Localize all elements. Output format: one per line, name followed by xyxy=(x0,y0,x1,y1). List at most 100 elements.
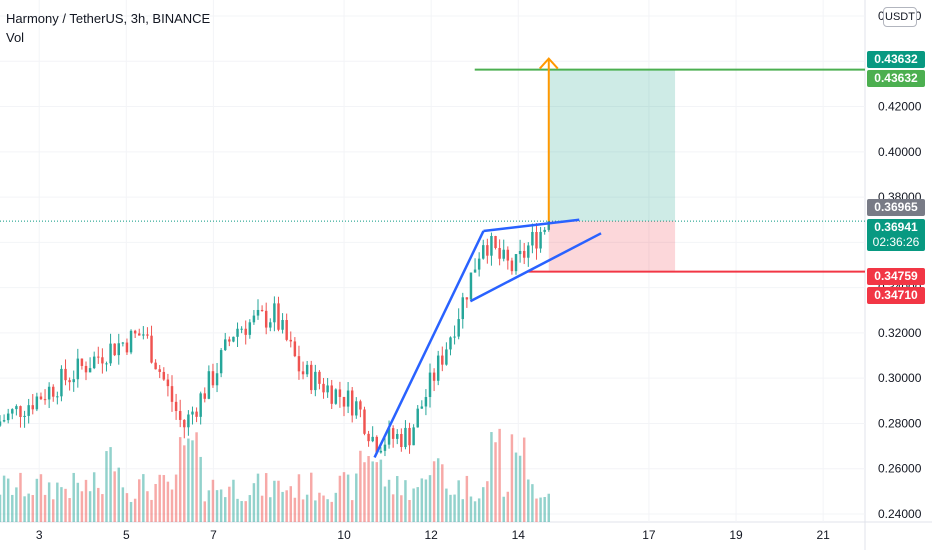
volume-bar xyxy=(195,432,198,522)
volume-bar xyxy=(19,472,22,522)
volume-bar xyxy=(178,437,182,522)
candle-body xyxy=(408,427,411,446)
trendline-lower xyxy=(469,232,602,303)
candle-body xyxy=(92,356,96,369)
candle-body xyxy=(404,427,407,448)
candle-body xyxy=(281,319,284,330)
candle-body xyxy=(416,408,419,428)
volume-bar xyxy=(43,494,47,522)
candle-body xyxy=(424,397,428,407)
candle-body xyxy=(178,411,182,420)
candle-body xyxy=(39,396,43,400)
volume-bar xyxy=(203,501,206,522)
volume-bar xyxy=(498,428,501,522)
candle-body xyxy=(322,383,325,393)
volume-bar xyxy=(322,495,325,522)
candle-body xyxy=(158,369,161,372)
candle-body xyxy=(101,357,104,364)
candle-body xyxy=(289,339,292,342)
time-tick-label: 17 xyxy=(642,528,656,542)
candle-body xyxy=(441,355,444,365)
volume-bar xyxy=(27,493,30,522)
candle-body xyxy=(129,330,133,353)
volume-bar xyxy=(371,461,374,522)
candle-body xyxy=(330,385,333,404)
candle-body xyxy=(207,371,211,399)
volume-bar xyxy=(142,474,145,522)
candle-body xyxy=(260,309,264,311)
candle-body xyxy=(363,409,366,434)
candle-body xyxy=(420,406,424,409)
time-axis: 3 5 7 10 12 14 17 19 21 xyxy=(36,528,830,542)
volume-bar xyxy=(527,479,530,522)
candle-body xyxy=(191,411,194,415)
candle-body xyxy=(248,322,252,335)
volume-bar xyxy=(113,471,116,522)
candle-body xyxy=(240,328,243,330)
candle-body xyxy=(326,385,329,393)
candle-body xyxy=(252,315,256,323)
price-tick-label: 0.40000 xyxy=(878,145,922,159)
candle-body xyxy=(64,368,67,381)
candle-body xyxy=(2,420,6,422)
volume-bar xyxy=(547,493,551,522)
volume-bar xyxy=(133,498,137,522)
volume-bar xyxy=(535,498,538,522)
volume-bar xyxy=(305,494,309,522)
candle-body xyxy=(219,350,223,374)
volume-bar xyxy=(510,434,514,522)
volume-bar xyxy=(232,479,235,522)
volume-bar xyxy=(162,475,166,522)
candle-body xyxy=(432,372,436,381)
volume-bar xyxy=(355,473,358,522)
volume-bar xyxy=(117,467,120,522)
candle-body xyxy=(367,433,370,442)
candle-body xyxy=(215,373,219,386)
volume-bar xyxy=(228,486,231,522)
volume-bar xyxy=(207,490,211,522)
candle-body xyxy=(457,319,460,337)
volume-bar xyxy=(88,491,92,522)
candle-body xyxy=(539,231,542,249)
volume-bar xyxy=(146,491,149,522)
price-tick-label: 0.42000 xyxy=(878,100,922,114)
candle-body xyxy=(297,356,301,372)
volume-bar xyxy=(359,450,362,522)
volume-bar xyxy=(0,494,2,522)
volume-bar xyxy=(31,495,34,522)
candle-body xyxy=(68,380,71,383)
candle-body xyxy=(305,364,309,375)
candle-body xyxy=(486,245,489,256)
volume-bar xyxy=(473,501,477,522)
volume-bar xyxy=(23,496,26,522)
candle-body xyxy=(342,396,346,407)
volume-bar xyxy=(318,492,321,522)
candle-body xyxy=(47,386,51,400)
volume-bar xyxy=(334,492,338,522)
candle-body xyxy=(310,364,313,391)
candle-body xyxy=(43,399,47,401)
volume-bar xyxy=(412,488,415,522)
volume-bar xyxy=(445,488,448,522)
time-tick-label: 10 xyxy=(337,528,351,542)
volume-bar xyxy=(6,478,10,522)
volume-bar xyxy=(269,497,272,522)
candle-body xyxy=(125,342,129,353)
price-tick-label: 0.26000 xyxy=(878,462,922,476)
currency-button[interactable]: USDT xyxy=(883,7,917,27)
volume-bar xyxy=(256,473,260,522)
candle-body xyxy=(224,339,227,351)
candle-body xyxy=(453,336,456,338)
stop-line-badge: 0.34710 xyxy=(867,287,925,304)
volume-bar xyxy=(47,482,51,522)
volume-bar xyxy=(84,479,88,522)
volume-bar xyxy=(502,496,505,522)
candle-body xyxy=(19,406,22,417)
volume-bar xyxy=(330,501,333,522)
candle-body xyxy=(277,303,280,330)
candle-body xyxy=(146,334,149,336)
volume-bar xyxy=(289,486,292,522)
candle-body xyxy=(301,371,305,375)
candle-body xyxy=(449,337,452,350)
